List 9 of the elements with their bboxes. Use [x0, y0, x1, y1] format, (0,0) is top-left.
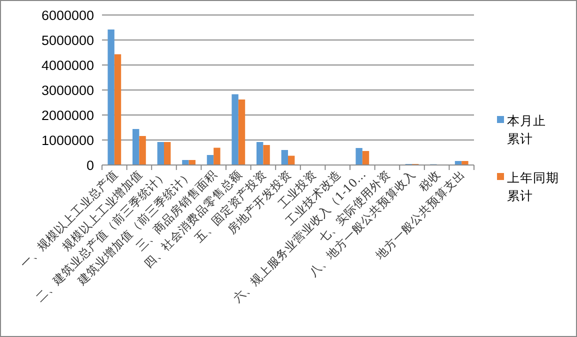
y-tick-label: 0 — [86, 158, 94, 173]
y-tick-label: 6000000 — [41, 8, 94, 23]
legend-label: 上年同期累计 — [507, 170, 559, 203]
y-tick-label: 5000000 — [41, 33, 94, 48]
y-tick-label: 2000000 — [41, 108, 94, 123]
y-tick-label: 1000000 — [41, 133, 94, 148]
y-tick-label: 3000000 — [41, 83, 94, 98]
y-tick-label: 4000000 — [41, 58, 94, 73]
legend-label: 本月止累计 — [507, 113, 546, 146]
